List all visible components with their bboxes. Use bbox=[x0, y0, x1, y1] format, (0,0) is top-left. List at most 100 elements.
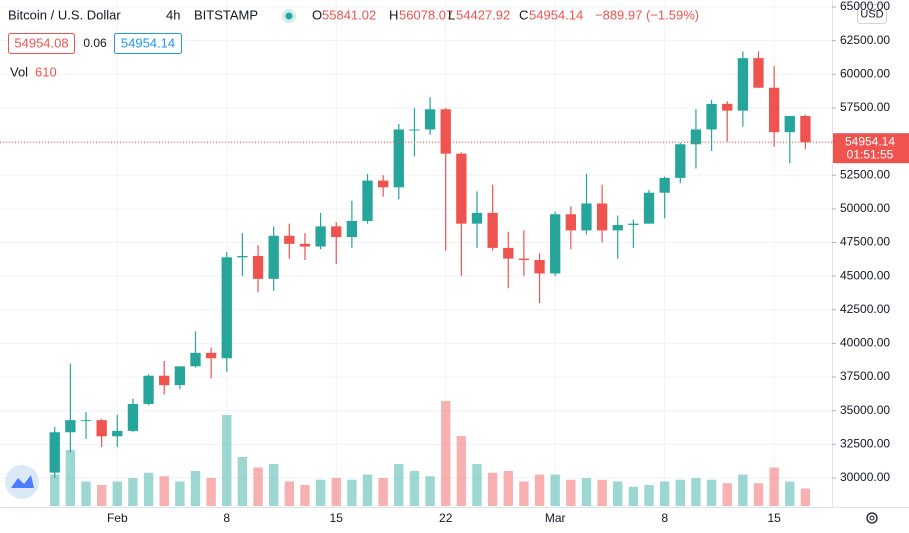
volume-bar bbox=[800, 488, 811, 506]
exchange: BITSTAMP bbox=[194, 7, 258, 22]
candle-body bbox=[49, 432, 60, 473]
volume-bar bbox=[112, 481, 122, 506]
candle-body bbox=[456, 153, 467, 224]
settings-icon[interactable] bbox=[866, 512, 878, 524]
volume-bar bbox=[722, 483, 732, 506]
x-tick-label: Feb bbox=[107, 511, 128, 525]
ask-box[interactable] bbox=[114, 33, 182, 54]
x-tick-label: 22 bbox=[439, 511, 453, 525]
candle-body bbox=[252, 255, 264, 279]
volume-bar bbox=[675, 479, 685, 506]
logo-mark bbox=[11, 475, 34, 488]
volume-bar bbox=[331, 478, 341, 506]
candle-body bbox=[143, 375, 154, 404]
volume-bar bbox=[81, 481, 91, 506]
spread: 0.06 bbox=[83, 36, 107, 50]
candle-body bbox=[284, 235, 295, 244]
candle-body bbox=[487, 212, 498, 248]
candle-body bbox=[737, 58, 749, 111]
candle-body bbox=[237, 255, 248, 258]
volume-bar bbox=[738, 474, 748, 506]
candle-body bbox=[565, 214, 576, 231]
volume-bar bbox=[534, 474, 545, 506]
y-tick-label: 42500.00 bbox=[840, 302, 890, 316]
volume-bar bbox=[175, 481, 185, 506]
volume-bar bbox=[425, 476, 435, 506]
candle-body bbox=[581, 203, 592, 231]
low-value: 54427.92 bbox=[456, 7, 510, 22]
candle-body bbox=[112, 430, 123, 437]
y-tick-label: 60000.00 bbox=[840, 66, 890, 80]
bid-box[interactable] bbox=[8, 33, 75, 54]
header: Bitcoin / U.S. Dollar 4h BITSTAMP O 5584… bbox=[8, 7, 699, 79]
gear bbox=[866, 512, 878, 524]
high-value: 56078.07 bbox=[399, 7, 453, 22]
high-label: H bbox=[389, 7, 398, 22]
candle-body bbox=[784, 116, 795, 133]
open-label: O bbox=[312, 7, 322, 22]
candle-body bbox=[190, 352, 201, 367]
volume-bar bbox=[581, 478, 592, 506]
candle-body bbox=[800, 116, 811, 143]
gear-hub bbox=[869, 515, 875, 521]
candle-body bbox=[675, 144, 686, 178]
x-tick-label: 8 bbox=[661, 511, 668, 525]
volume-bar bbox=[487, 472, 498, 506]
candle-body bbox=[768, 87, 780, 133]
volume-bar bbox=[706, 479, 717, 506]
symbol: Bitcoin / U.S. Dollar bbox=[8, 7, 121, 22]
currency: USD bbox=[860, 8, 883, 20]
logo[interactable] bbox=[5, 465, 39, 499]
y-tick-label: 57500.00 bbox=[840, 100, 890, 114]
candle-body bbox=[722, 103, 733, 111]
candle-body bbox=[471, 212, 483, 224]
volume-bar bbox=[456, 436, 467, 506]
volume-bar bbox=[96, 485, 107, 506]
candle-body bbox=[690, 129, 702, 145]
volume-bar bbox=[503, 471, 513, 506]
y-tick-label: 52500.00 bbox=[840, 167, 890, 181]
volume-bar bbox=[644, 485, 654, 506]
y-tick-label: 62500.00 bbox=[840, 33, 890, 47]
candle-body bbox=[346, 220, 358, 238]
last-price-label: 54954.14 bbox=[845, 134, 895, 148]
volume-bar bbox=[362, 474, 373, 506]
volume-bar bbox=[769, 467, 779, 506]
change: −889.97 (−1.59%) bbox=[595, 7, 699, 22]
volume-bar bbox=[159, 476, 169, 506]
countdown: 01:51:55 bbox=[847, 147, 894, 161]
low-label: L bbox=[448, 7, 455, 22]
close-label: C bbox=[519, 7, 528, 22]
volume-bar bbox=[659, 481, 670, 506]
candle-body bbox=[159, 375, 170, 386]
candle-body bbox=[268, 235, 279, 279]
candle-body bbox=[80, 420, 92, 422]
interval: 4h bbox=[166, 7, 180, 22]
candle-body bbox=[534, 259, 545, 274]
candle-body bbox=[65, 420, 76, 433]
candle-body bbox=[612, 225, 623, 231]
volume-bar bbox=[315, 479, 326, 506]
candle-body bbox=[299, 243, 311, 247]
currency-button[interactable] bbox=[857, 4, 887, 24]
candle-body bbox=[96, 420, 107, 437]
volume-bar bbox=[50, 474, 60, 506]
volume-bar bbox=[409, 471, 420, 506]
volume-bar bbox=[472, 464, 482, 506]
candle-body bbox=[628, 223, 639, 226]
candle-body bbox=[331, 226, 342, 238]
volume-bar bbox=[441, 401, 451, 506]
candle-body bbox=[706, 103, 717, 130]
volume-bar bbox=[753, 483, 764, 506]
volume-bar bbox=[613, 481, 623, 506]
y-tick-label: 50000.00 bbox=[840, 201, 890, 215]
y-tick-label: 47500.00 bbox=[840, 235, 890, 249]
candle-body bbox=[440, 109, 451, 154]
volume-bar bbox=[206, 478, 216, 506]
volume-bar bbox=[300, 485, 310, 506]
x-tick-label: 15 bbox=[330, 511, 344, 525]
close-value: 54954.14 bbox=[529, 7, 583, 22]
y-tick-label: 40000.00 bbox=[840, 336, 890, 350]
